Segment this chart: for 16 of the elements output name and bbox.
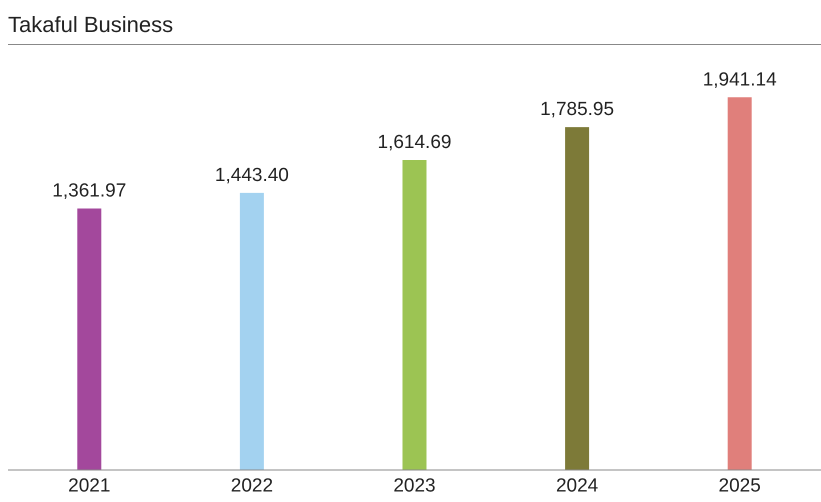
bar	[728, 97, 752, 470]
x-tick-label: 2022	[230, 475, 274, 496]
x-tick-label: 2024	[556, 475, 599, 496]
x-tick-label: 2025	[718, 475, 761, 496]
bar	[77, 208, 102, 470]
bar	[565, 127, 590, 470]
chart-title: Takaful Business	[8, 12, 174, 38]
bar	[402, 160, 426, 470]
data-label: 1,443.40	[214, 164, 289, 186]
x-tick-label: 2021	[68, 475, 110, 496]
bar	[240, 192, 264, 470]
data-label: 1,785.95	[540, 99, 614, 120]
data-label: 1,361.97	[52, 180, 126, 202]
x-tick-label: 2023	[393, 475, 436, 496]
data-label: 1,614.69	[378, 132, 452, 153]
data-label: 1,941.14	[702, 69, 778, 90]
